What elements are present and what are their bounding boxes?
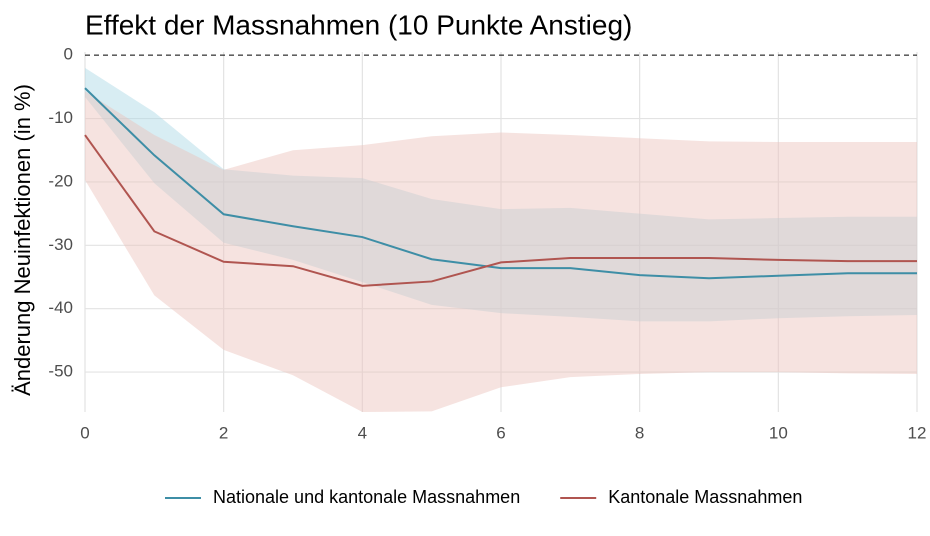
legend-label: Kantonale Massnahmen [608, 487, 802, 507]
chart-title: Effekt der Massnahmen (10 Punkte Anstieg… [85, 9, 632, 40]
x-tick-label: 12 [908, 423, 927, 442]
y-tick-label: -40 [48, 298, 73, 317]
x-tick-label: 4 [358, 423, 367, 442]
confidence-band [85, 91, 917, 412]
y-tick-label: -10 [48, 108, 73, 127]
series-line [84, 87, 917, 280]
y-tick-label: -30 [48, 235, 73, 254]
series-line [84, 134, 917, 287]
y-tick-label: 0 [64, 45, 73, 64]
x-tick-label: 0 [80, 423, 89, 442]
x-tick-label: 10 [769, 423, 788, 442]
x-tick-label: 2 [219, 423, 228, 442]
legend-label: Nationale und kantonale Massnahmen [213, 487, 520, 507]
y-axis-label: Änderung Neuinfektionen (in %) [10, 84, 35, 396]
x-tick-label: 6 [496, 423, 505, 442]
y-tick-label: -20 [48, 171, 73, 190]
y-tick-label: -50 [48, 362, 73, 381]
x-tick-label: 8 [635, 423, 644, 442]
